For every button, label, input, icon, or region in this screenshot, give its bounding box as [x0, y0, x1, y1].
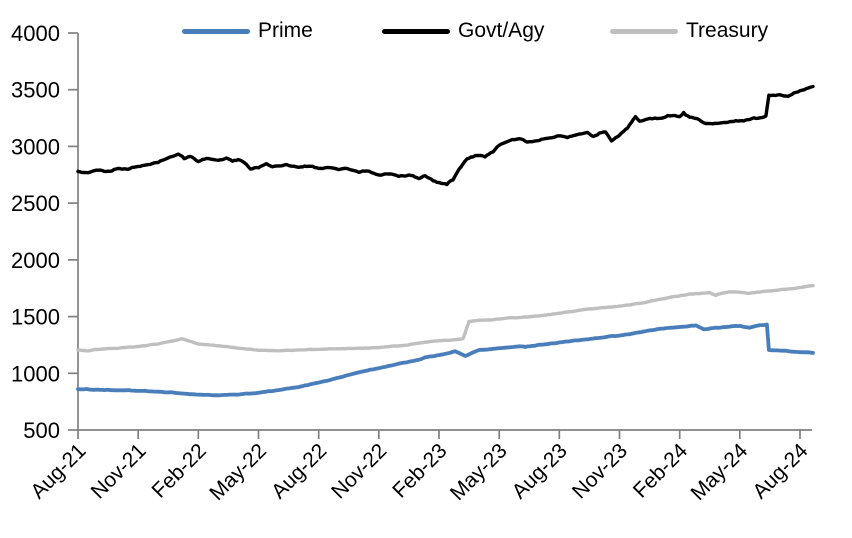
x-tick-label: Nov-21: [87, 439, 151, 503]
y-tick-label: 4000: [11, 21, 60, 46]
x-tick-label: Feb-24: [629, 439, 693, 503]
y-tick-label: 2500: [11, 191, 60, 216]
x-tick-label: Nov-23: [568, 439, 632, 503]
legend-item-prime: Prime: [182, 20, 313, 42]
legend-label-prime: Prime: [258, 19, 313, 42]
x-tick-label: May-24: [687, 439, 753, 505]
y-tick-label: 500: [23, 418, 60, 443]
x-tick-label: Aug-22: [267, 439, 331, 503]
x-tick-label: Feb-23: [388, 439, 451, 502]
legend-label-govt-agy: Govt/Agy: [458, 19, 545, 42]
x-tick-label: Feb-22: [148, 439, 211, 502]
x-tick-label: May-23: [446, 439, 512, 505]
x-tick-label: Nov-22: [327, 439, 391, 503]
series-line-prime: [76, 322, 815, 398]
legend-item-treasury: Treasury: [610, 20, 768, 42]
series-line-govt-agy: [76, 84, 815, 187]
y-tick-label: 1500: [11, 305, 60, 330]
legend-item-govt-agy: Govt/Agy: [382, 20, 544, 42]
x-tick-label: Aug-21: [26, 439, 90, 503]
x-tick-label: May-22: [205, 439, 271, 505]
govt-agy-line-swatch-icon: [382, 28, 450, 34]
treasury-line-swatch-icon: [610, 28, 678, 34]
y-tick-label: 3500: [11, 78, 60, 103]
y-tick-label: 2000: [11, 248, 60, 273]
series-line-treasury: [76, 284, 815, 353]
y-tick-label: 3000: [11, 134, 60, 159]
x-tick-label: Aug-24: [748, 439, 812, 503]
legend-label-treasury: Treasury: [686, 19, 769, 42]
x-tick-label: Aug-23: [508, 439, 572, 503]
y-tick-label: 1000: [11, 361, 60, 386]
chart-legend: Prime Govt/Agy Treasury: [0, 0, 852, 44]
prime-line-swatch-icon: [182, 28, 250, 34]
